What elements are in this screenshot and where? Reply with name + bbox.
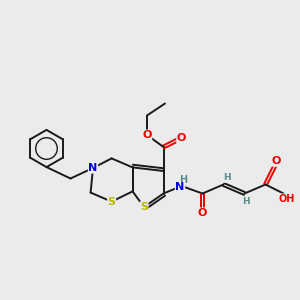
Text: O: O — [142, 130, 152, 140]
Text: H: H — [223, 173, 230, 182]
Text: H: H — [179, 175, 187, 185]
Text: N: N — [88, 163, 98, 173]
Text: O: O — [198, 208, 207, 218]
Text: S: S — [140, 202, 148, 212]
Text: OH: OH — [278, 194, 295, 204]
Text: N: N — [176, 182, 184, 193]
Text: H: H — [242, 196, 250, 206]
Text: O: O — [271, 156, 281, 166]
Text: S: S — [108, 196, 116, 207]
Text: O: O — [177, 133, 186, 143]
